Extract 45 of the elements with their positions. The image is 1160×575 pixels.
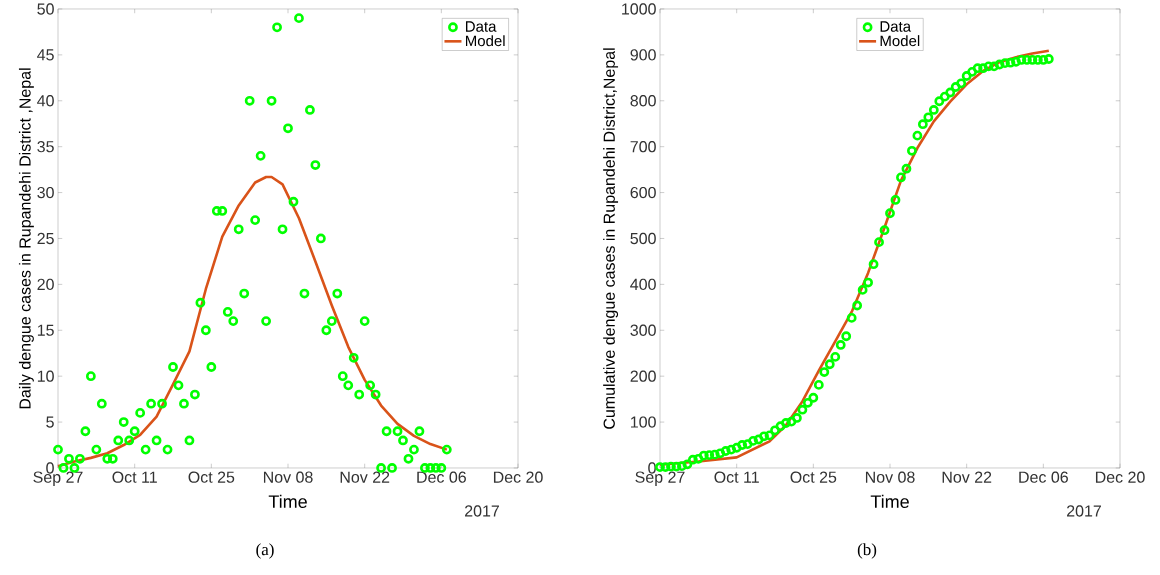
y-tick-label: 45 bbox=[37, 49, 54, 61]
y-tick-label: 900 bbox=[630, 49, 656, 61]
legend-label: Model bbox=[880, 35, 920, 47]
x-tick-label: Nov 08 bbox=[865, 471, 915, 483]
x-tick-label: Oct 11 bbox=[714, 471, 759, 483]
x-tick-label: Nov 22 bbox=[942, 471, 992, 483]
y-tick-label: 10 bbox=[37, 370, 54, 382]
x-tick-label: Dec 06 bbox=[417, 471, 466, 483]
y-tick-label: 200 bbox=[630, 370, 656, 382]
legend-label: Model bbox=[465, 35, 505, 47]
x-tick-label: Nov 22 bbox=[340, 471, 390, 483]
x-axis-title: Time bbox=[870, 494, 909, 509]
x-tick-label: Dec 20 bbox=[493, 471, 543, 483]
x-tick-label: Dec 20 bbox=[1095, 471, 1145, 483]
y-tick-label: 300 bbox=[630, 324, 656, 336]
legend-label: Data bbox=[880, 21, 912, 32]
y-tick-label: 700 bbox=[630, 141, 656, 153]
y-tick-label: 1000 bbox=[622, 3, 656, 15]
y-axis-title: Cumulative dengue cases in Rupandehi District,Nepal bbox=[603, 48, 619, 429]
legend-label: Data bbox=[465, 21, 497, 32]
y-tick-label: 25 bbox=[37, 232, 54, 245]
x-axis-title: Time bbox=[268, 494, 307, 509]
y-tick-label: 35 bbox=[37, 141, 54, 153]
y-tick-label: 30 bbox=[37, 186, 54, 199]
x-tick-label: Nov 08 bbox=[263, 471, 313, 483]
text: (a) bbox=[256, 543, 274, 559]
text: 2017 bbox=[465, 505, 499, 517]
y-tick-label: 600 bbox=[630, 186, 656, 199]
y-tick-label: 5 bbox=[46, 416, 54, 428]
y-axis-title: Daily dengue cases in Rupandehi District ,Nepal bbox=[18, 68, 34, 409]
y-tick-label: 50 bbox=[37, 3, 54, 15]
y-tick-label: 400 bbox=[630, 278, 656, 291]
x-tick-label: Oct 11 bbox=[112, 471, 157, 483]
y-tick-label: 15 bbox=[37, 324, 54, 336]
text: (b) bbox=[857, 543, 877, 559]
x-tick-label: Oct 25 bbox=[790, 471, 837, 483]
y-tick-label: 20 bbox=[37, 278, 54, 291]
text: 2017 bbox=[1067, 505, 1101, 517]
y-tick-label: 800 bbox=[630, 95, 656, 107]
x-tick-label: Oct 25 bbox=[188, 471, 235, 483]
line-series bbox=[56, 175, 449, 468]
x-tick-label: Dec 06 bbox=[1019, 471, 1068, 483]
y-tick-label: 100 bbox=[631, 416, 656, 428]
y-tick-label: 40 bbox=[37, 95, 54, 107]
y-tick-label: 500 bbox=[630, 232, 656, 245]
